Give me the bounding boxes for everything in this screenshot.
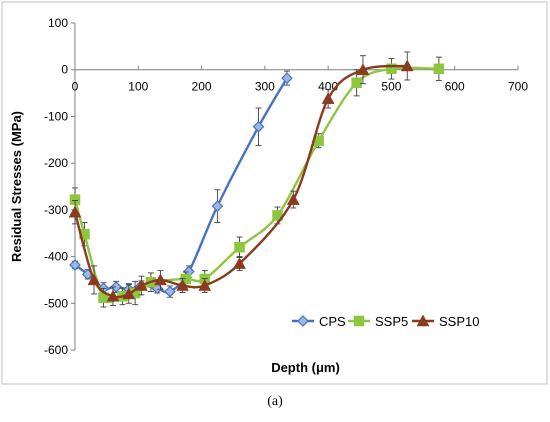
data-point bbox=[433, 63, 445, 75]
data-point bbox=[87, 273, 101, 286]
legend-marker bbox=[416, 314, 430, 327]
data-point bbox=[198, 279, 212, 291]
data-point bbox=[106, 289, 120, 302]
x-tick-label: 600 bbox=[445, 80, 465, 94]
data-point bbox=[234, 241, 245, 253]
data-point bbox=[286, 193, 300, 205]
legend-marker bbox=[353, 315, 365, 327]
chart-border bbox=[1, 1, 548, 385]
x-axis-title: Depth (μm) bbox=[271, 360, 340, 375]
y-tick-label: -600 bbox=[44, 343, 68, 357]
figure-caption: (a) bbox=[267, 394, 283, 409]
x-tick-label: 100 bbox=[128, 80, 148, 94]
data-point bbox=[211, 200, 224, 212]
data-point bbox=[400, 59, 414, 72]
data-point bbox=[180, 273, 191, 285]
x-tick-label: 500 bbox=[381, 80, 401, 94]
legend-marker bbox=[297, 315, 309, 327]
data-point bbox=[69, 259, 81, 271]
y-tick-label: 100 bbox=[48, 16, 68, 30]
data-point bbox=[135, 279, 148, 291]
legend-label: SSP10 bbox=[439, 314, 479, 329]
legend-label: SSP5 bbox=[375, 314, 408, 329]
series-ssp10 bbox=[68, 51, 414, 307]
y-axis-title: Residual Stresses (MPa) bbox=[9, 111, 24, 262]
data-point bbox=[356, 63, 370, 75]
data-point bbox=[321, 92, 335, 104]
y-tick-label: 0 bbox=[61, 63, 68, 77]
legend: CPS SSP5 SSP10 bbox=[292, 314, 479, 329]
data-point bbox=[110, 281, 122, 293]
data-point bbox=[386, 63, 397, 75]
y-tick-label: -400 bbox=[44, 250, 68, 264]
data-point bbox=[122, 287, 136, 300]
x-tick-label: 700 bbox=[508, 80, 528, 94]
data-point bbox=[351, 77, 362, 89]
legend-item-ssp10: SSP10 bbox=[412, 314, 479, 329]
y-tick-label: -300 bbox=[44, 203, 68, 217]
data-point bbox=[233, 257, 246, 269]
y-tick-label: -100 bbox=[44, 109, 68, 123]
series-layer bbox=[68, 51, 445, 308]
y-tick-label: -500 bbox=[44, 296, 68, 310]
legend-item-ssp5: SSP5 bbox=[348, 314, 408, 329]
legend-item-cps: CPS bbox=[292, 314, 346, 329]
data-point bbox=[68, 205, 82, 218]
legend-label: CPS bbox=[319, 314, 346, 329]
data-point bbox=[154, 273, 167, 286]
x-tick-label: 200 bbox=[192, 80, 212, 94]
data-point bbox=[252, 120, 265, 133]
data-point bbox=[176, 279, 190, 291]
x-tick-label: 0 bbox=[72, 80, 79, 94]
x-tick-label: 300 bbox=[255, 80, 275, 94]
data-point bbox=[281, 72, 293, 84]
y-tick-label: -200 bbox=[44, 156, 68, 170]
data-point bbox=[164, 285, 176, 298]
